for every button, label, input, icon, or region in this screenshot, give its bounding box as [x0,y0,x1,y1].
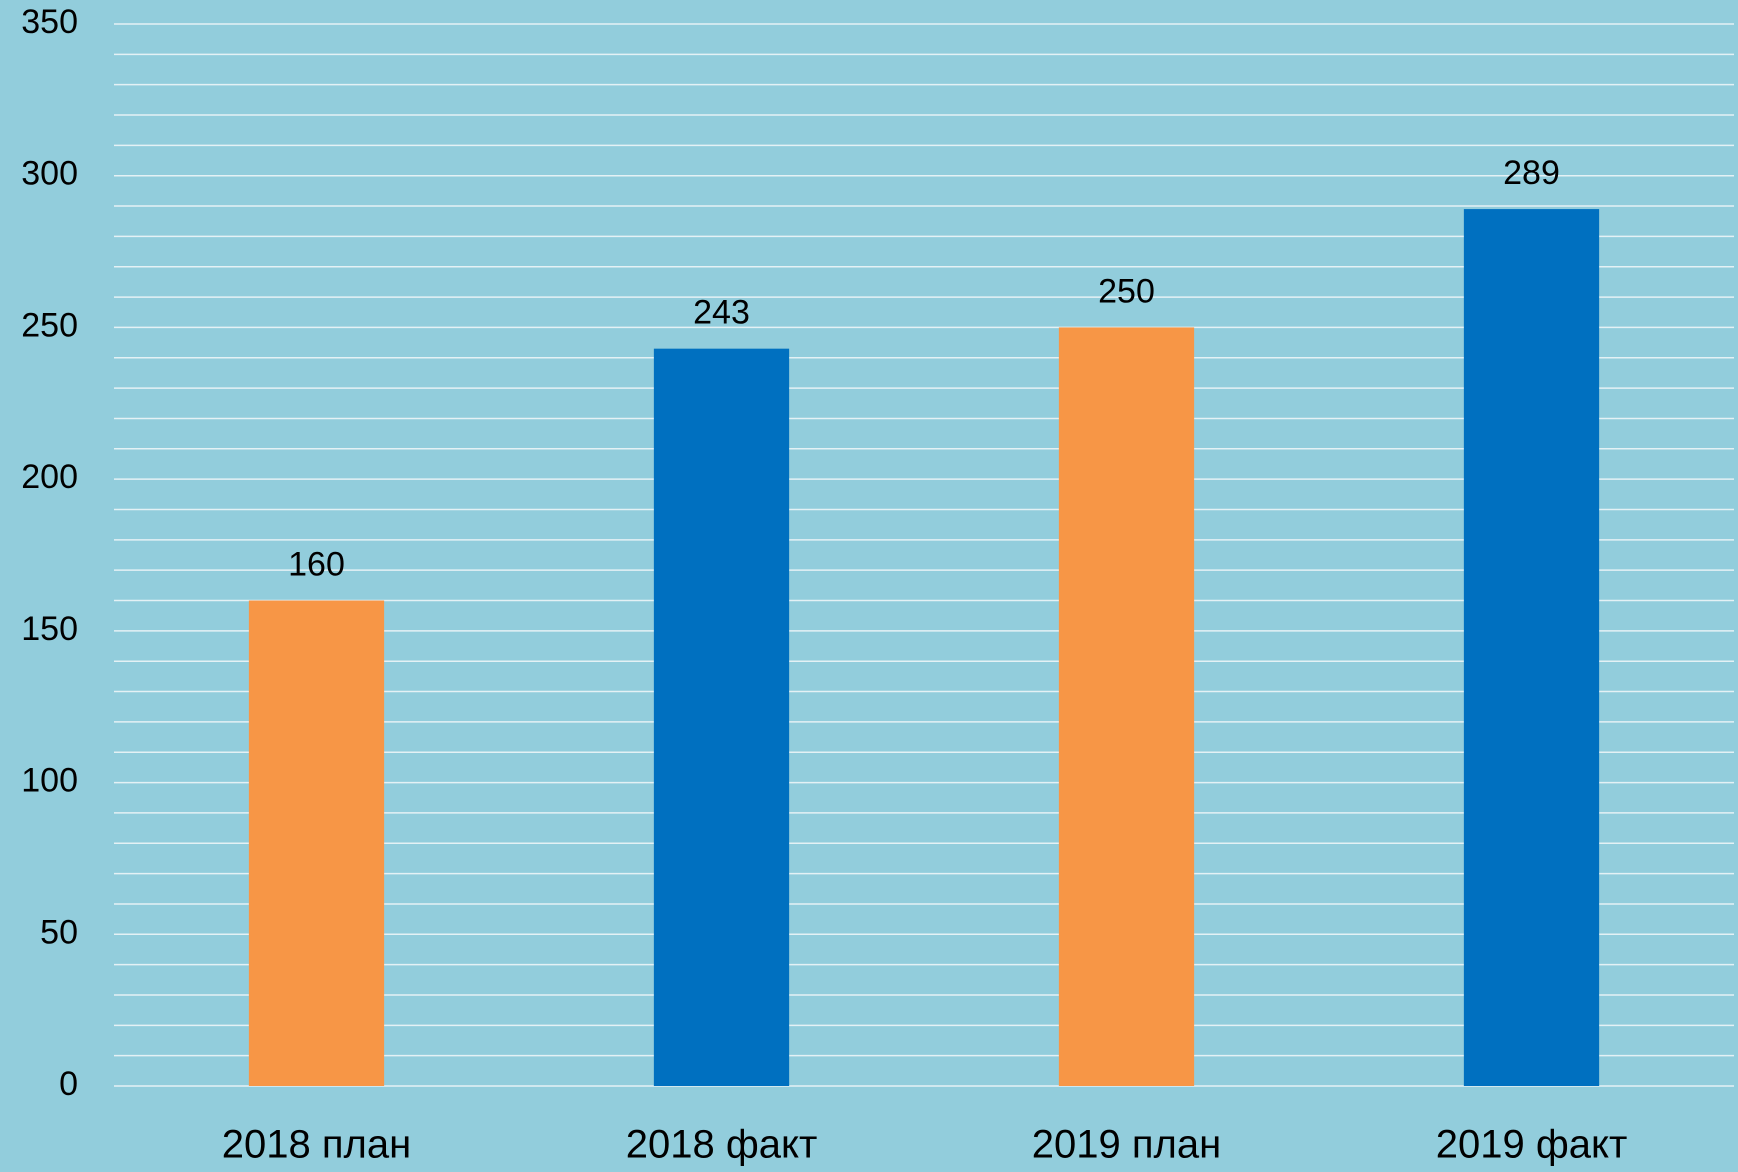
bar [1463,209,1600,1086]
data-label: 160 [288,545,345,583]
y-tick-label: 350 [21,3,78,41]
y-tick-label: 300 [21,155,78,193]
y-tick-label: 50 [40,913,78,951]
x-tick-label: 2019 факт [1436,1123,1628,1167]
x-tick-label: 2018 план [222,1123,411,1167]
y-tick-label: 200 [21,458,78,496]
x-tick-label: 2019 план [1032,1123,1221,1167]
y-tick-label: 100 [21,762,78,800]
y-tick-label: 150 [21,610,78,648]
data-label: 243 [693,294,750,332]
data-label: 250 [1098,272,1155,310]
bar [1058,327,1195,1086]
bar [653,348,790,1086]
x-tick-label: 2018 факт [626,1123,818,1167]
bar [248,600,385,1086]
y-tick-label: 0 [59,1065,78,1103]
data-label: 289 [1503,154,1560,192]
y-tick-label: 250 [21,306,78,344]
